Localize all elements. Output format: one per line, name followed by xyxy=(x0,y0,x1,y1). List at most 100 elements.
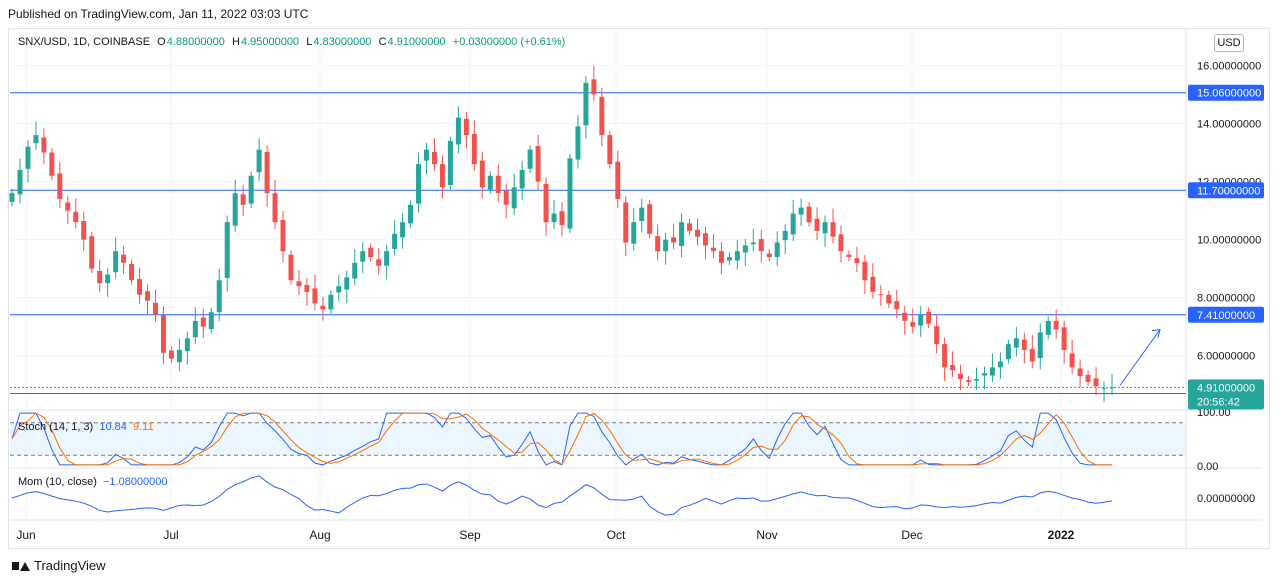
open-value: 4.88000000 xyxy=(166,36,225,48)
candle-body xyxy=(934,326,940,345)
candle-body xyxy=(192,320,198,338)
candle-body xyxy=(1013,338,1019,348)
candle-body xyxy=(902,312,908,321)
candle-body xyxy=(200,317,206,327)
candle-body xyxy=(878,294,884,296)
close-label: C xyxy=(378,36,387,48)
candle-body xyxy=(1109,387,1115,389)
candle-body xyxy=(89,236,95,269)
stoch-legend: Stoch (14, 1, 3) 10.84 9.11 xyxy=(18,421,154,433)
projection-arrow-line xyxy=(1119,329,1161,386)
candle-body xyxy=(320,305,326,310)
candle-body xyxy=(1085,374,1091,382)
candle-body xyxy=(790,213,796,235)
candle-body xyxy=(958,373,964,379)
mom-name: Mom (10, close) xyxy=(18,476,97,488)
candle-body xyxy=(352,262,358,279)
candle-body xyxy=(1053,320,1059,330)
candle-body xyxy=(798,207,804,215)
candle-body xyxy=(846,254,852,258)
candle-body xyxy=(543,183,549,223)
footer: TradingView xyxy=(12,558,106,573)
candle-body xyxy=(455,117,461,145)
candle-body xyxy=(997,361,1003,368)
candle-body xyxy=(129,264,135,281)
candle-body xyxy=(272,193,278,223)
low-value: 4.83000000 xyxy=(313,36,372,48)
candle-body xyxy=(679,222,685,246)
candle-body xyxy=(344,277,350,290)
candle-body xyxy=(822,222,828,234)
grid-lines xyxy=(10,29,1262,548)
x-tick-label: Jun xyxy=(16,528,35,542)
open-label: O xyxy=(157,36,166,48)
stoch-band xyxy=(10,422,1186,456)
mom-y-tick: 0.00000000 xyxy=(1197,493,1255,505)
last-price-label: 4.91000000 xyxy=(1197,382,1255,394)
candle-body xyxy=(113,251,119,273)
low-label: L xyxy=(306,36,313,48)
candle-body xyxy=(671,237,677,243)
candle-body xyxy=(360,251,366,262)
candle-body xyxy=(9,193,15,202)
candle-body xyxy=(535,146,541,182)
candle-body xyxy=(511,187,517,209)
stoch-name: Stoch (14, 1, 3) xyxy=(18,421,94,433)
candle-body xyxy=(1045,320,1051,335)
candle-body xyxy=(81,221,87,240)
mom-line xyxy=(11,475,1113,516)
level-badge-label: 15.06000000 xyxy=(1197,88,1261,100)
candle-body xyxy=(463,118,469,136)
candle-body xyxy=(137,279,143,295)
candle-body xyxy=(973,378,979,381)
candle-body xyxy=(599,96,605,136)
candle-body xyxy=(25,146,31,169)
candle-body xyxy=(750,242,756,245)
candle-body xyxy=(312,288,318,304)
candle-body xyxy=(336,286,342,293)
candle-body xyxy=(304,284,310,292)
candle-body xyxy=(184,338,190,352)
candle-body xyxy=(926,311,932,324)
candle-body xyxy=(814,218,820,231)
x-tick-label: Aug xyxy=(309,528,330,542)
candle-body xyxy=(623,202,629,243)
high-value: 4.95000000 xyxy=(240,36,300,48)
last-price-badge xyxy=(1188,379,1264,410)
candle-body xyxy=(49,152,55,176)
candle-body xyxy=(806,206,812,223)
candle-body xyxy=(726,257,732,261)
y-tick-label: 6.00000000 xyxy=(1197,351,1255,363)
candle-body xyxy=(695,229,701,237)
candle-body xyxy=(966,380,972,382)
candle-body xyxy=(152,302,158,316)
candle-body xyxy=(702,233,708,246)
candle-body xyxy=(718,251,724,263)
candle-body xyxy=(918,315,924,326)
candle-body xyxy=(392,233,398,249)
candle-body xyxy=(176,349,182,363)
candle-body xyxy=(655,236,661,252)
stoch-y-tick: 100.00 xyxy=(1197,407,1231,419)
candle-body xyxy=(559,211,565,226)
candle-body xyxy=(1061,327,1067,350)
candle-body xyxy=(160,315,166,353)
candle-body xyxy=(615,161,621,199)
candle-body xyxy=(41,137,47,153)
candle-body xyxy=(423,149,429,161)
y-tick-label: 8.00000000 xyxy=(1197,293,1255,305)
candle-body xyxy=(487,175,493,190)
candle-body xyxy=(17,169,23,195)
candle-body xyxy=(583,82,589,126)
candle-body xyxy=(400,222,406,238)
currency-button[interactable]: USD xyxy=(1214,34,1244,52)
footer-brand[interactable]: TradingView xyxy=(34,558,106,573)
candle-body xyxy=(296,281,302,287)
candle-body xyxy=(1005,344,1011,360)
candle-body xyxy=(105,274,111,284)
candle-body xyxy=(280,219,286,252)
candle-body xyxy=(710,247,716,252)
candle-body xyxy=(886,294,892,304)
symbol-label: SNX/USD, 1D, COINBASE xyxy=(18,36,151,48)
